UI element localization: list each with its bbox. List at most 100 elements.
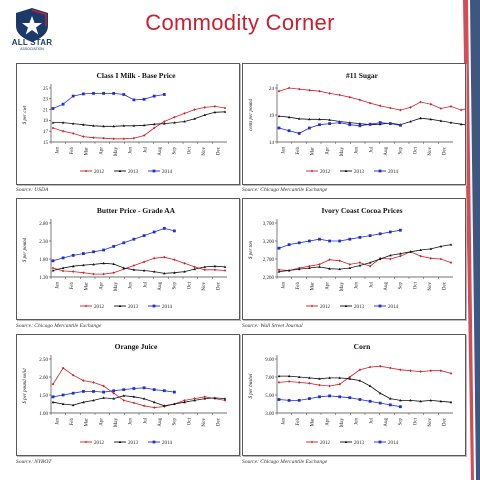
data-point-2013 xyxy=(287,374,291,378)
data-point-2012 xyxy=(389,257,392,261)
data-point-2012 xyxy=(318,383,321,387)
data-point-2013 xyxy=(61,266,65,269)
data-point-2013 xyxy=(152,400,156,404)
data-point-2013 xyxy=(82,400,85,404)
data-point-2012 xyxy=(399,254,402,258)
x-tick-label: Jun xyxy=(355,418,360,425)
series-line-2014 xyxy=(52,92,165,109)
legend-label-2013: 2013 xyxy=(128,305,139,310)
legend-label-2014: 2014 xyxy=(388,441,399,446)
data-point-2014 xyxy=(71,391,75,395)
data-point-2013 xyxy=(348,121,352,124)
series-line-2013 xyxy=(52,395,226,407)
data-point-2012 xyxy=(409,369,412,372)
data-point-2013 xyxy=(193,117,196,120)
chart-panel-orange-juice: Orange Juice $ per pound solid 1.00 1.50 2.0… xyxy=(16,334,240,456)
x-tick-label: Oct xyxy=(187,417,192,425)
data-point-2014 xyxy=(61,102,65,106)
data-point-2014 xyxy=(132,237,136,241)
chart-panel-sugar: #11 Sugar cents per pound 14 19 24 Jan Feb Mar A… xyxy=(242,63,466,185)
data-point-2014 xyxy=(378,232,382,236)
y-tick-label: 3,700 xyxy=(263,222,275,227)
x-tick-label: Jan xyxy=(281,147,286,154)
data-point-2013 xyxy=(71,122,75,125)
x-tick-label: Aug xyxy=(158,282,163,291)
data-point-2014 xyxy=(112,92,116,95)
y-tick-label: 3.00 xyxy=(265,412,274,417)
x-tick-label: Aug xyxy=(384,147,389,156)
data-point-2013 xyxy=(328,376,331,379)
data-point-2012 xyxy=(338,93,341,97)
data-point-2014 xyxy=(152,388,156,391)
x-tick-label: May xyxy=(114,418,119,428)
data-point-2012 xyxy=(358,98,362,102)
chart-title: Orange Juice xyxy=(115,342,158,351)
data-point-2014 xyxy=(122,388,126,391)
data-point-2014 xyxy=(112,389,116,393)
data-point-2013 xyxy=(297,117,301,120)
chart-orange-juice: Orange Juice $ per pound solid 1.00 1.50 2.0… xyxy=(23,342,227,446)
data-point-2013 xyxy=(122,124,126,127)
y-tick-label: 2.80 xyxy=(39,222,48,227)
data-point-2014 xyxy=(287,129,291,133)
data-point-2014 xyxy=(61,393,65,397)
data-point-2012 xyxy=(328,384,331,388)
source-orange-juice: Source: NYBOT xyxy=(16,459,52,465)
data-point-2014 xyxy=(71,254,75,257)
data-point-2013 xyxy=(449,400,453,404)
data-point-2013 xyxy=(389,254,392,257)
data-point-2012 xyxy=(449,261,453,264)
chart-title: Class I Milk - Base Price xyxy=(97,71,177,80)
y-axis-label: $ per pound solid xyxy=(23,368,28,404)
data-point-2013 xyxy=(163,272,166,275)
legend-label-2013: 2013 xyxy=(354,305,365,310)
x-tick-label: Mar xyxy=(85,147,90,156)
legend-label-2014: 2014 xyxy=(162,441,173,446)
data-point-2013 xyxy=(152,270,156,273)
x-tick-label: Dec xyxy=(443,146,448,155)
data-point-2014 xyxy=(297,241,301,245)
data-point-2013 xyxy=(213,110,217,114)
data-point-2013 xyxy=(328,118,331,121)
x-tick-label: May xyxy=(340,282,345,292)
data-point-2014 xyxy=(348,237,352,241)
x-tick-label: Jul xyxy=(143,146,148,152)
data-point-2012 xyxy=(389,106,392,110)
data-point-2012 xyxy=(163,255,166,259)
legend-marker-2012 xyxy=(310,169,314,173)
data-point-2014 xyxy=(92,250,95,254)
data-point-2014 xyxy=(399,228,402,232)
chart-milk: Class I Milk - Base Price $ per cwt 15 17 19… xyxy=(23,71,227,175)
x-tick-label: Sep xyxy=(399,418,404,426)
legend-label-2013: 2013 xyxy=(354,441,365,446)
data-point-2013 xyxy=(439,245,443,248)
legend-marker-2013 xyxy=(118,440,122,443)
data-point-2013 xyxy=(152,122,156,126)
data-point-2012 xyxy=(92,136,95,139)
data-point-2014 xyxy=(132,98,136,102)
data-point-2013 xyxy=(112,397,115,400)
legend-marker-2014 xyxy=(378,304,382,308)
x-tick-label: Sep xyxy=(173,418,178,426)
x-tick-label: Feb xyxy=(70,282,75,290)
chart-title: Butter Price - Grade AA xyxy=(97,206,176,215)
y-axis-label: cents per pound xyxy=(249,99,254,131)
data-point-2014 xyxy=(142,386,146,390)
data-point-2012 xyxy=(173,258,176,261)
data-point-2013 xyxy=(368,261,372,264)
data-point-2013 xyxy=(378,257,382,260)
x-tick-label: Sep xyxy=(399,147,404,155)
data-point-2013 xyxy=(378,391,382,395)
data-point-2014 xyxy=(338,395,342,399)
data-point-2012 xyxy=(308,88,311,92)
data-point-2012 xyxy=(61,129,65,133)
data-point-2014 xyxy=(318,395,321,399)
data-point-2013 xyxy=(142,397,146,400)
source-corn: Source: Chicago Mercantile Exchange xyxy=(242,459,328,465)
data-point-2014 xyxy=(51,107,55,110)
x-tick-label: Apr xyxy=(325,147,330,155)
data-point-2013 xyxy=(112,262,115,265)
x-tick-label: Jun xyxy=(129,418,134,425)
data-point-2013 xyxy=(348,266,352,269)
data-point-2012 xyxy=(203,106,207,109)
